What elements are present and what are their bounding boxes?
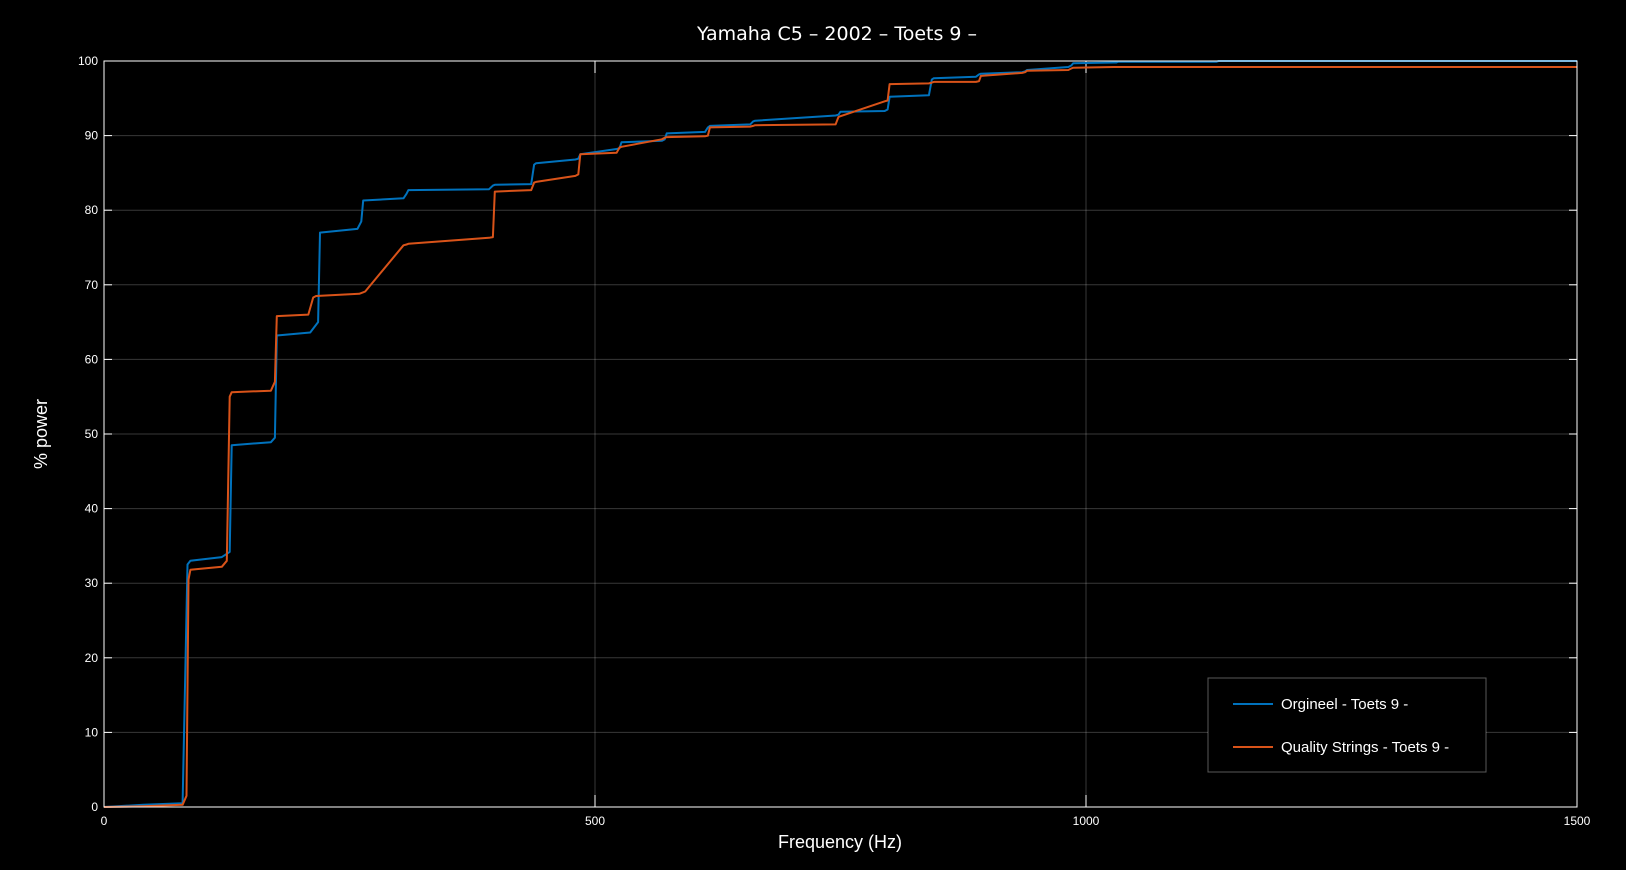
y-tick-label: 90 [85, 129, 99, 143]
series-line-1 [103, 60, 1577, 808]
legend: Orgineel - Toets 9 - Quality Strings - To… [1207, 677, 1487, 773]
y-tick-label: 40 [85, 502, 99, 516]
y-tick-label: 10 [85, 725, 99, 739]
legend-label-2: Quality Strings - Toets 9 - [1281, 739, 1449, 756]
y-tick-label: 100 [78, 54, 98, 68]
y-tick-label: 20 [85, 651, 99, 665]
x-tick-label: 1500 [1564, 814, 1591, 828]
y-tick-label: 70 [85, 278, 99, 292]
plot-area-border [103, 60, 1578, 808]
x-tick-label: 500 [585, 814, 605, 828]
y-tick-label: 0 [91, 800, 98, 814]
x-tick-label: 0 [101, 814, 108, 828]
y-tick-label: 30 [85, 576, 99, 590]
y-tick-label: 60 [85, 352, 99, 366]
x-tick-label: 1000 [1073, 814, 1100, 828]
x-axis-label: Frequency (Hz) [778, 832, 902, 852]
legend-box [1207, 677, 1487, 773]
series-line-2 [103, 66, 1577, 808]
data-lines [103, 60, 1577, 808]
y-tick-label: 80 [85, 203, 99, 217]
legend-label-1: Orgineel - Toets 9 - [1281, 696, 1408, 713]
y-tick-label: 50 [85, 427, 99, 441]
chart-title: Yamaha C5 – 2002 – Toets 9 – [696, 23, 977, 45]
y-axis-label: % power [31, 399, 51, 469]
